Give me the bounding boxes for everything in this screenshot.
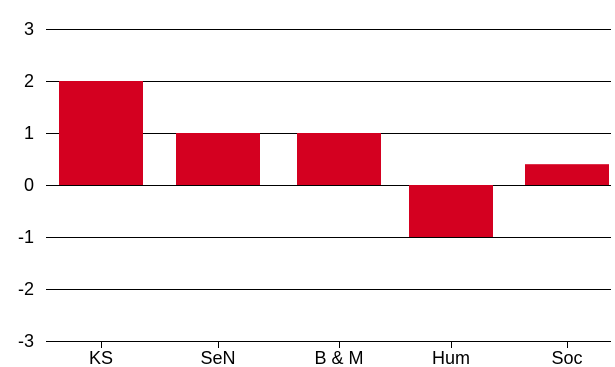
y-tick-label: -1	[18, 227, 34, 247]
y-tick-label: -2	[18, 279, 34, 299]
x-tick-label: Soc	[551, 348, 582, 367]
y-tick-label: 3	[24, 19, 34, 39]
bar-soc	[525, 164, 609, 185]
bar-b-m	[297, 133, 381, 185]
gridlines	[46, 29, 611, 342]
x-axis-tick-labels: KS SeN B & M Hum Soc	[89, 342, 583, 367]
x-tick-label: KS	[89, 348, 113, 367]
bar-sen	[176, 133, 260, 185]
y-tick-label: 0	[24, 175, 34, 195]
bar-hum	[409, 185, 493, 237]
y-axis-tick-labels: -3 -2 -1 0 1 2 3	[18, 19, 34, 351]
y-tick-label: 1	[24, 123, 34, 143]
bars	[59, 81, 609, 237]
x-tick-label: B & M	[314, 348, 363, 367]
x-tick-label: Hum	[432, 348, 470, 367]
bar-ks	[59, 81, 143, 185]
y-tick-label: 2	[24, 71, 34, 91]
x-tick-label: SeN	[200, 348, 235, 367]
y-tick-label: -3	[18, 331, 34, 351]
